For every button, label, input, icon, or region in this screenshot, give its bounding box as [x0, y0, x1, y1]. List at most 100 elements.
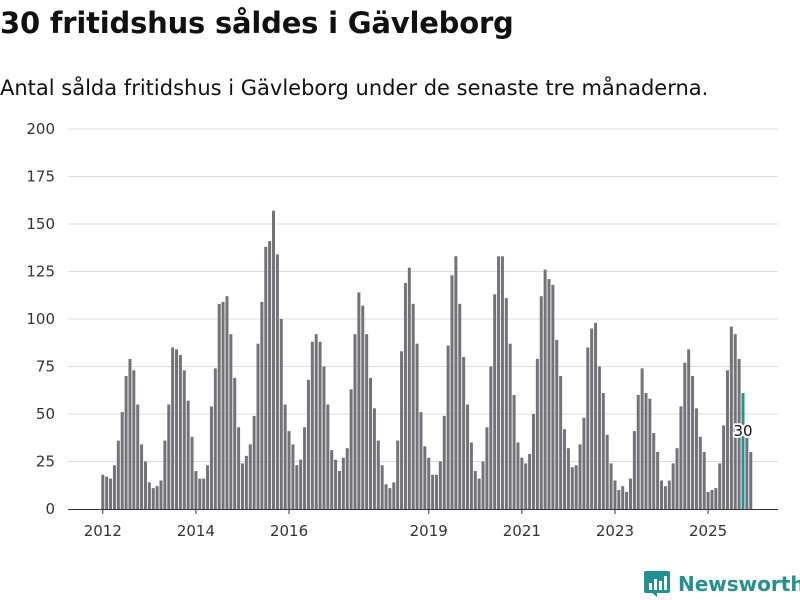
y-tick-label: 50 [36, 405, 55, 423]
bar [702, 452, 706, 509]
bar [438, 461, 442, 509]
y-tick-label: 125 [26, 263, 55, 281]
bar [749, 452, 753, 509]
bar [694, 408, 698, 509]
bar [306, 379, 310, 509]
bar [248, 444, 252, 509]
bar [706, 491, 710, 509]
bar [163, 440, 167, 509]
bar [303, 427, 307, 509]
bar [500, 256, 504, 509]
bar [570, 467, 574, 509]
bar [528, 453, 532, 509]
bar [644, 393, 648, 509]
bar [636, 395, 640, 509]
bar [628, 478, 632, 509]
bar [140, 444, 144, 509]
bar [384, 484, 388, 509]
bar [407, 267, 411, 509]
highlight-value-label: 30 [733, 422, 752, 440]
x-axis-tick-labels: 2012 2014 2016 2019 2021 2023 2025 [84, 522, 727, 540]
bar [497, 256, 501, 509]
y-tick-label: 0 [45, 500, 55, 518]
bar [578, 444, 582, 509]
bar [400, 351, 404, 509]
bar [559, 376, 563, 509]
bar [268, 241, 272, 509]
bar [206, 465, 210, 509]
bar [423, 446, 427, 509]
bar [369, 377, 373, 509]
bar [322, 366, 326, 509]
bar [213, 368, 217, 509]
y-tick-label: 175 [26, 168, 55, 186]
bar [116, 440, 120, 509]
bar [275, 254, 279, 509]
bar [683, 362, 687, 509]
bar [547, 279, 551, 509]
bar [601, 393, 605, 509]
gridlines [68, 128, 778, 462]
bar [221, 301, 225, 509]
value-callout: 30 [731, 420, 754, 442]
bar [679, 406, 683, 509]
x-axis [68, 509, 778, 514]
y-tick-label: 25 [36, 453, 55, 471]
bar [652, 433, 656, 509]
bar [722, 425, 726, 509]
bar [143, 461, 147, 509]
bar [392, 482, 396, 509]
bar [582, 417, 586, 509]
bar [190, 436, 194, 509]
bar [431, 474, 435, 509]
bar [291, 444, 295, 509]
bar [361, 305, 365, 509]
bar [198, 478, 202, 509]
bar [586, 347, 590, 509]
bar [640, 368, 644, 509]
bar [155, 486, 159, 509]
y-tick-label: 150 [26, 215, 55, 233]
bar [458, 303, 462, 509]
bar [590, 328, 594, 509]
bar [691, 376, 695, 509]
bar [555, 339, 559, 509]
bar [334, 459, 338, 509]
bar [101, 474, 105, 509]
bar [314, 334, 318, 509]
bar [617, 490, 621, 509]
bar [105, 476, 109, 509]
x-tick-label: 2019 [410, 522, 448, 540]
bar [466, 404, 470, 509]
bar [330, 450, 334, 509]
bar [663, 486, 667, 509]
bar [462, 357, 466, 509]
bar [171, 347, 175, 509]
bar [656, 452, 660, 509]
bar [299, 459, 303, 509]
bar [434, 474, 438, 509]
bar [194, 471, 198, 509]
bar [446, 345, 450, 509]
bar [609, 463, 613, 509]
bar [473, 471, 477, 509]
bar [477, 478, 481, 509]
bar [698, 436, 702, 509]
bar [256, 343, 260, 509]
bar [240, 463, 244, 509]
bar [574, 465, 578, 509]
bar [229, 334, 233, 509]
bar [535, 358, 539, 509]
bar [508, 343, 512, 509]
bar [136, 404, 140, 509]
bar [264, 246, 268, 510]
bar [132, 370, 136, 509]
bar [489, 366, 493, 509]
bar [233, 377, 237, 509]
bar [415, 343, 419, 509]
bar [147, 482, 151, 509]
bar [520, 457, 524, 509]
bar [380, 465, 384, 509]
bar [260, 301, 264, 509]
y-tick-label: 100 [26, 310, 55, 328]
